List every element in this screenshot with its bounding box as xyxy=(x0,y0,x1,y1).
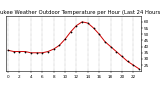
Title: Milwaukee Weather Outdoor Temperature per Hour (Last 24 Hours): Milwaukee Weather Outdoor Temperature pe… xyxy=(0,10,160,15)
